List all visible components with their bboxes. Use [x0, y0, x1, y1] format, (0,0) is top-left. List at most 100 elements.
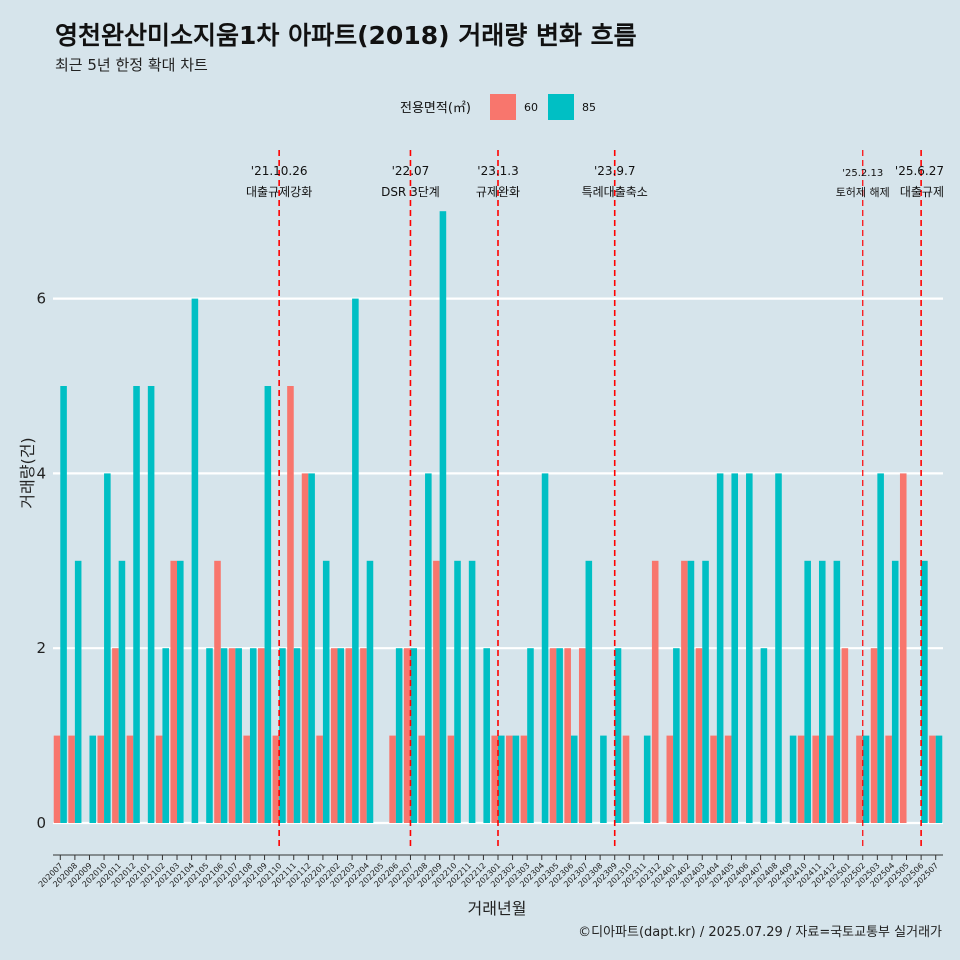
bar-60-202204: [360, 648, 367, 823]
bar-60-202411: [812, 735, 819, 823]
y-tick-label: 4: [36, 464, 46, 482]
bar-85-202502: [862, 735, 870, 823]
bar-60-202012: [126, 735, 134, 823]
bar-60-202110: [272, 735, 280, 823]
event-desc-label: 특례대출축소: [582, 185, 648, 199]
event-desc-label: 대출규제강화: [246, 185, 312, 199]
event-desc-label: DSR 3단계: [381, 185, 440, 199]
bar-85-202204: [366, 560, 374, 823]
bar-85-202201: [322, 560, 330, 823]
bar-85-202503: [877, 473, 884, 823]
bar-60-202412: [827, 735, 834, 823]
bar-85-202305: [556, 648, 563, 823]
bar-60-202405: [724, 735, 732, 823]
y-tick-label: 0: [36, 814, 46, 832]
bar-60-202302: [506, 735, 513, 823]
bar-85-202011: [118, 560, 126, 823]
bar-85-202009: [89, 735, 97, 823]
event-date-label: '21.10.26: [251, 164, 308, 178]
bar-85-202104: [191, 298, 199, 824]
bar-60-202102: [155, 735, 163, 823]
bar-85-202401: [673, 648, 680, 823]
bar-60-202306: [564, 648, 571, 823]
bar-60-202209: [433, 560, 440, 823]
bar-60-202109: [257, 648, 265, 823]
bar-85-202208: [425, 473, 432, 823]
event-date-label: '23.1.3: [477, 164, 518, 178]
chart-subtitle: 최근 5년 한정 확대 차트: [55, 56, 208, 74]
bar-85-202105: [206, 648, 213, 823]
bar-85-202111: [293, 648, 301, 823]
x-axis-title: 거래년월: [468, 899, 527, 918]
bar-85-202210: [454, 560, 461, 823]
bar-85-202202: [337, 648, 345, 823]
bar-85-202207: [410, 648, 418, 823]
bar-85-202506: [921, 560, 928, 823]
bar-85-202107: [235, 648, 242, 823]
bar-85-202012: [133, 386, 140, 823]
bar-60-202305: [549, 648, 557, 823]
legend-swatch-60: [490, 94, 516, 120]
bar-60-202010: [97, 735, 105, 823]
bar-60-202403: [695, 648, 703, 823]
bar-85-202109: [264, 386, 272, 823]
bar-60-202106: [214, 560, 221, 823]
bar-85-202110: [279, 648, 286, 823]
legend-swatch-85: [548, 94, 574, 120]
bar-85-202402: [687, 560, 695, 823]
bar-60-202210: [447, 735, 455, 823]
bar-85-202306: [570, 735, 578, 823]
bar-85-202405: [731, 473, 739, 823]
bar-60-202505: [899, 473, 907, 823]
bar-85-202406: [746, 473, 753, 823]
bar-60-202310: [622, 735, 630, 823]
bar-85-202103: [177, 560, 184, 823]
legend-title: 전용면적(㎡): [400, 101, 471, 116]
bar-85-202007: [60, 386, 67, 823]
bar-60-202504: [885, 735, 892, 823]
bar-85-202309: [614, 648, 622, 823]
bar-60-202008: [68, 735, 75, 823]
bar-85-202411: [818, 560, 826, 823]
bar-85-202311: [643, 735, 651, 823]
bar-60-202203: [345, 648, 353, 823]
bar-85-202203: [352, 298, 359, 824]
bar-85-202404: [716, 473, 724, 823]
bar-85-202008: [74, 560, 82, 823]
x-axis: 2020072020082020092020102020112020122021…: [37, 854, 943, 889]
bar-85-202403: [702, 560, 709, 823]
caption: ©디아파트(dapt.kr) / 2025.07.29 / 자료=국토교통부 실…: [578, 925, 942, 940]
bar-85-202504: [891, 560, 899, 823]
legend: 전용면적(㎡) 60 85: [400, 94, 596, 120]
event-date-label: '23.9.7: [594, 164, 635, 178]
y-axis: 0 2 4 6: [36, 290, 46, 832]
bar-85-202101: [147, 386, 155, 823]
y-tick-label: 6: [36, 290, 46, 308]
legend-label-85: 85: [582, 101, 596, 114]
bar-60-202107: [228, 648, 236, 823]
bar-85-202302: [512, 735, 520, 823]
bar-85-202412: [833, 560, 841, 823]
bar-60-202103: [170, 560, 178, 823]
bar-60-202112: [301, 473, 309, 823]
event-desc-label: 규제완화: [476, 185, 520, 199]
bar-60-202402: [681, 560, 688, 823]
bar-85-202407: [760, 648, 768, 823]
y-axis-title: 거래량(건): [18, 437, 37, 508]
bar-60-202011: [112, 648, 119, 823]
bar-60-202206: [389, 735, 396, 823]
event-date-label: '25.6.27: [895, 164, 944, 178]
bar-60-202507: [929, 735, 936, 823]
bar-85-202303: [527, 648, 534, 823]
event-desc-label: 토허제 해제: [836, 185, 890, 199]
event-desc-label: 대출규제: [900, 185, 944, 199]
bar-60-202202: [330, 648, 338, 823]
bar-85-202301: [498, 735, 505, 823]
bar-60-202312: [651, 560, 659, 823]
bar-60-202307: [578, 648, 586, 823]
bar-85-202010: [104, 473, 111, 823]
bar-85-202206: [395, 648, 403, 823]
bar-60-202201: [316, 735, 323, 823]
y-tick-label: 2: [36, 639, 46, 657]
